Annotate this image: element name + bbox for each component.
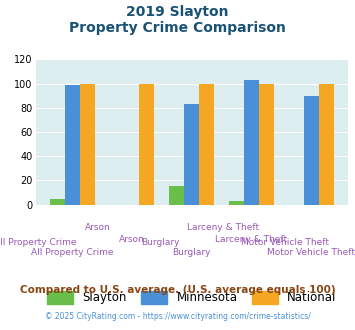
Text: Burglary: Burglary xyxy=(173,248,211,257)
Text: All Property Crime: All Property Crime xyxy=(0,238,77,247)
Text: Motor Vehicle Theft: Motor Vehicle Theft xyxy=(241,238,329,247)
Bar xyxy=(229,201,244,205)
Text: Property Crime Comparison: Property Crime Comparison xyxy=(69,21,286,35)
Text: Motor Vehicle Theft: Motor Vehicle Theft xyxy=(267,248,355,257)
Bar xyxy=(169,186,184,205)
Bar xyxy=(184,104,199,205)
Bar xyxy=(259,83,274,205)
Legend: Slayton, Minnesota, National: Slayton, Minnesota, National xyxy=(42,286,341,309)
Bar xyxy=(80,83,94,205)
Bar xyxy=(244,80,259,205)
Bar xyxy=(199,83,214,205)
Text: All Property Crime: All Property Crime xyxy=(31,248,113,257)
Text: Larceny & Theft: Larceny & Theft xyxy=(215,235,288,244)
Text: Arson: Arson xyxy=(85,223,111,232)
Text: © 2025 CityRating.com - https://www.cityrating.com/crime-statistics/: © 2025 CityRating.com - https://www.city… xyxy=(45,312,310,321)
Bar xyxy=(65,85,80,205)
Text: Compared to U.S. average. (U.S. average equals 100): Compared to U.S. average. (U.S. average … xyxy=(20,285,335,295)
Bar xyxy=(319,83,334,205)
Text: Burglary: Burglary xyxy=(141,238,180,247)
Text: Larceny & Theft: Larceny & Theft xyxy=(187,223,259,232)
Bar xyxy=(50,199,65,205)
Bar xyxy=(140,83,154,205)
Bar xyxy=(304,96,319,205)
Text: Arson: Arson xyxy=(119,235,145,244)
Text: 2019 Slayton: 2019 Slayton xyxy=(126,5,229,19)
